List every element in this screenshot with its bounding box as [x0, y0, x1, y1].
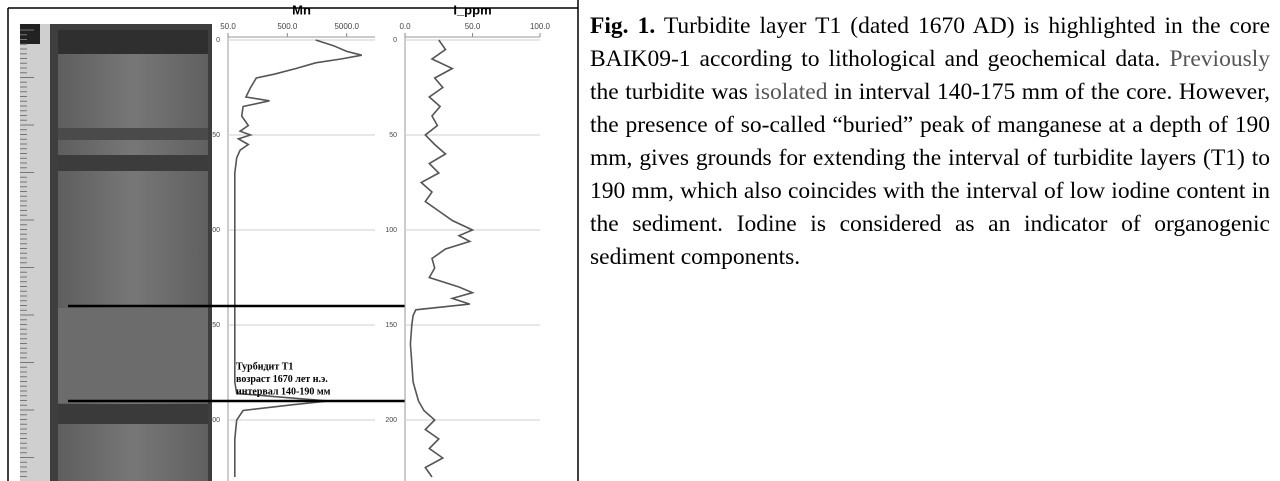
- profile-line: [409, 39, 475, 478]
- x-tick-label: 500.0: [277, 22, 298, 31]
- profile-line: [234, 39, 362, 477]
- annotation: Турбидит Т1: [236, 361, 293, 372]
- x-tick-label: 50.0: [220, 22, 236, 31]
- y-tick-label: 150: [385, 322, 397, 329]
- caption-text: isolated: [754, 79, 828, 105]
- y-tick-label: 200: [208, 417, 220, 424]
- y-tick-label: 0: [393, 37, 397, 44]
- x-tick-label: 100.0: [530, 22, 551, 31]
- caption-label: Fig. 1.: [590, 13, 656, 39]
- annotation: интервал 140-190 мм: [236, 386, 331, 397]
- annotation: возраст 1670 лет н.э.: [236, 374, 328, 385]
- chart-title: I_ppm: [453, 2, 491, 17]
- caption: Fig. 1. Turbidite layer T1 (dated 1670 A…: [590, 10, 1270, 274]
- y-tick-label: 100: [208, 227, 220, 234]
- y-tick-label: 150: [208, 322, 220, 329]
- y-tick-label: 50: [212, 132, 220, 139]
- caption-text: Turbidite layer T1 (dated 1670 AD) is hi…: [590, 13, 1270, 72]
- y-tick-label: 0: [216, 37, 220, 44]
- caption-text: Previously: [1169, 46, 1270, 72]
- x-tick-label: 50.0: [465, 22, 481, 31]
- y-tick-label: 50: [389, 132, 397, 139]
- caption-text: the turbidite was: [590, 79, 755, 105]
- caption-text: in interval 140-175 mm of the core. Howe…: [590, 79, 1270, 270]
- x-tick-label: 0.0: [399, 22, 411, 31]
- y-tick-label: 200: [385, 417, 397, 424]
- y-tick-label: 100: [385, 227, 397, 234]
- chart-title: Mn: [292, 2, 311, 17]
- x-tick-label: 5000.0: [334, 22, 359, 31]
- core-photo: [20, 24, 212, 481]
